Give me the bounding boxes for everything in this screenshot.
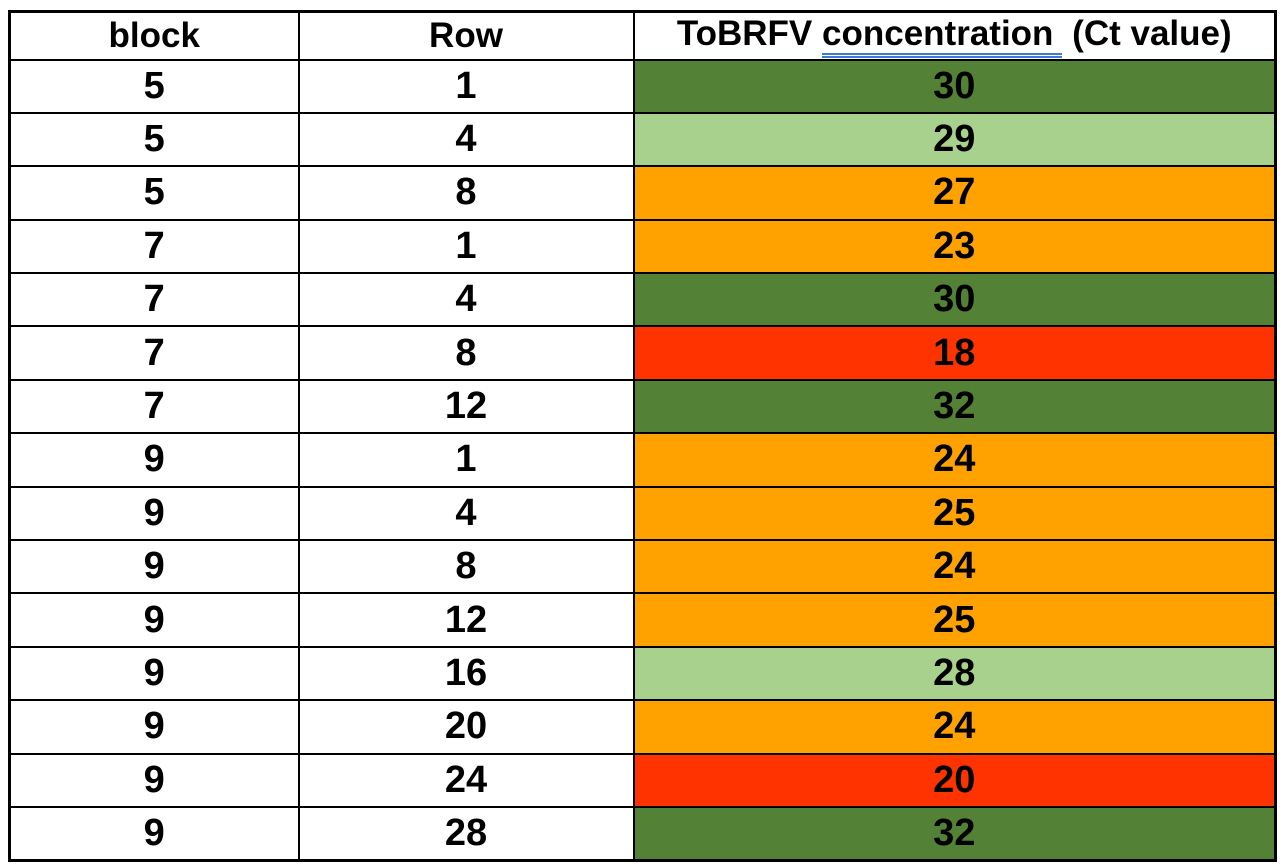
row-cell: 20	[297, 699, 635, 755]
ct-value-cell: 24	[632, 432, 1277, 488]
table-row: 9 1 24	[8, 432, 1277, 488]
row-cell: 1	[297, 432, 635, 488]
ct-value-cell: 25	[632, 485, 1277, 542]
row-cell: 8	[297, 539, 635, 595]
table-row: 7 1 23	[8, 218, 1277, 275]
ct-value-cell: 32	[632, 805, 1277, 862]
row-cell: 8	[297, 325, 635, 381]
row-cell: 1	[297, 58, 635, 114]
block-cell: 5	[8, 165, 300, 221]
row-cell: 12	[297, 592, 635, 648]
row-cell: 1	[297, 218, 635, 275]
ct-value-cell: 30	[632, 272, 1277, 328]
row-cell: 28	[297, 805, 635, 862]
table-row: 7 4 30	[8, 272, 1277, 328]
block-cell: 5	[8, 58, 300, 114]
block-cell: 5	[8, 111, 300, 168]
ct-value-cell: 20	[632, 752, 1277, 808]
row-column-header: Row	[297, 10, 635, 61]
row-cell: 4	[297, 111, 635, 168]
table-row: 9 20 24	[8, 699, 1277, 755]
block-cell: 7	[8, 272, 300, 328]
table-row: 9 4 25	[8, 485, 1277, 542]
block-cell: 9	[8, 539, 300, 595]
row-cell: 24	[297, 752, 635, 808]
ct-value-cell: 29	[632, 111, 1277, 168]
ct-value-cell: 27	[632, 165, 1277, 221]
table-row: 9 28 32	[8, 805, 1277, 862]
table-row: 7 12 32	[8, 378, 1277, 435]
block-cell: 9	[8, 432, 300, 488]
block-cell: 9	[8, 645, 300, 702]
row-cell: 16	[297, 645, 635, 702]
block-cell: 9	[8, 805, 300, 862]
block-cell: 9	[8, 485, 300, 542]
block-cell: 9	[8, 699, 300, 755]
block-column-header: block	[8, 10, 300, 61]
table-row: 7 8 18	[8, 325, 1277, 381]
ct-header-prefix: ToBRFV	[676, 13, 823, 53]
block-cell: 9	[8, 752, 300, 808]
block-cell: 9	[8, 592, 300, 648]
ct-value-cell: 28	[632, 645, 1277, 702]
table-row: 9 24 20	[8, 752, 1277, 808]
row-cell: 4	[297, 272, 635, 328]
ct-column-header: ToBRFV concentration (Ct value)	[632, 10, 1277, 61]
ct-value-cell: 23	[632, 218, 1277, 275]
ct-value-cell: 18	[632, 325, 1277, 381]
row-cell: 12	[297, 378, 635, 435]
ct-value-cell: 30	[632, 58, 1277, 114]
block-cell: 7	[8, 378, 300, 435]
row-cell: 4	[297, 485, 635, 542]
ct-value-cell: 25	[632, 592, 1277, 648]
grammar-double-underline: concentration	[822, 15, 1063, 58]
table-row: 5 4 29	[8, 111, 1277, 168]
ct-value-cell: 24	[632, 539, 1277, 595]
row-cell: 8	[297, 165, 635, 221]
table-row: 5 1 30	[8, 58, 1277, 114]
table-body: 5 1 30 5 4 29 5 8 27 7 1 23 7 4 30 7 8 18 7 12 32 9 1 24 9 4 25 9 8 2…	[8, 58, 1277, 862]
table-row: 5 8 27	[8, 165, 1277, 221]
ct-header-suffix: (Ct value)	[1062, 13, 1232, 53]
header-row: block Row ToBRFV concentration (Ct value…	[8, 10, 1277, 61]
ct-value-cell: 24	[632, 699, 1277, 755]
table-row: 9 12 25	[8, 592, 1277, 648]
ct-value-cell: 32	[632, 378, 1277, 435]
results-table: block Row ToBRFV concentration (Ct value…	[8, 10, 1277, 862]
block-cell: 7	[8, 325, 300, 381]
table-row: 9 8 24	[8, 539, 1277, 595]
table-row: 9 16 28	[8, 645, 1277, 702]
block-cell: 7	[8, 218, 300, 275]
